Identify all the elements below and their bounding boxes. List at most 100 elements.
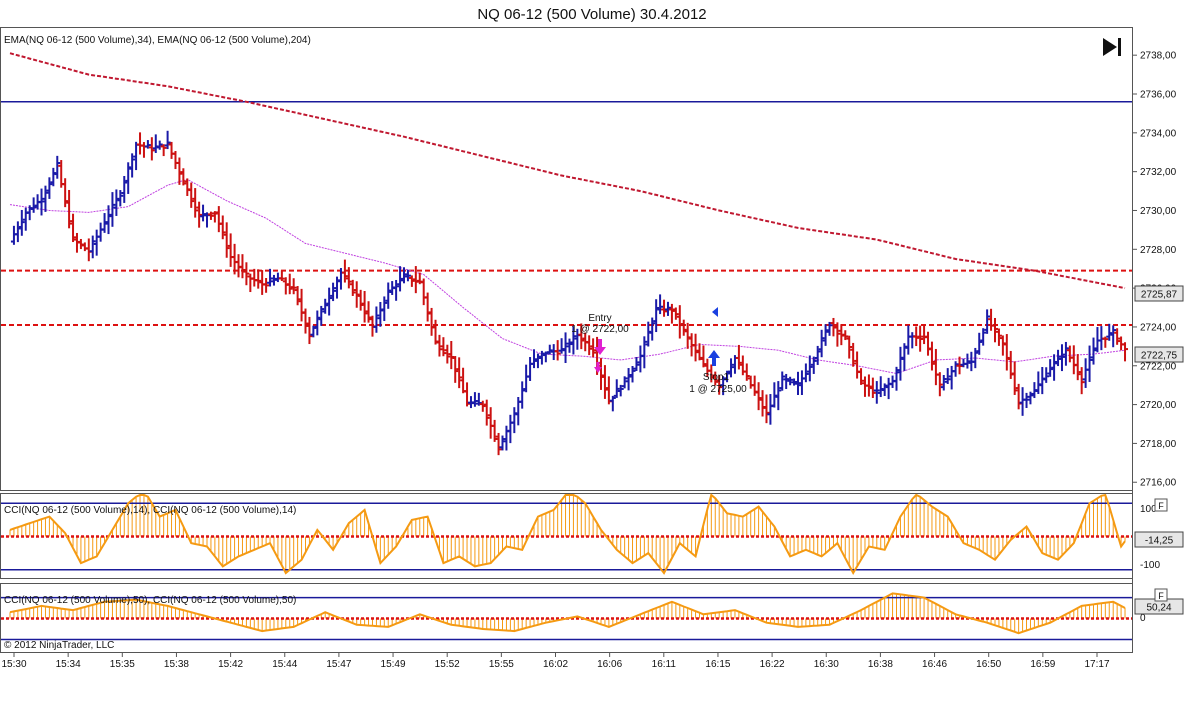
price-indicator-label: EMA(NQ 06-12 (500 Volume),34), EMA(NQ 06… xyxy=(4,35,311,46)
time-tick-label: 16:30 xyxy=(814,659,839,670)
up-bar xyxy=(810,356,817,374)
down-bar xyxy=(188,182,195,208)
down-bar xyxy=(850,342,857,367)
time-tick-label: 16:02 xyxy=(543,659,568,670)
down-bar xyxy=(361,290,368,323)
up-bar xyxy=(200,204,207,222)
cci50-tick-0: 0 xyxy=(1140,613,1146,624)
down-bar xyxy=(672,307,679,320)
time-tick-label: 15:30 xyxy=(1,659,26,670)
up-bar xyxy=(940,375,947,391)
up-bar xyxy=(101,213,108,233)
entry-marker[interactable]: Entry 1 @ 2722,00 xyxy=(571,313,629,373)
down-bar xyxy=(692,333,699,362)
up-bar xyxy=(314,310,321,336)
up-bar xyxy=(471,392,478,407)
up-bar xyxy=(50,167,57,187)
up-bar xyxy=(728,358,735,378)
up-bar xyxy=(952,361,959,377)
down-bar xyxy=(456,357,463,389)
down-bar xyxy=(211,211,218,223)
down-bar xyxy=(306,316,313,345)
down-bar xyxy=(928,341,935,371)
up-bar xyxy=(881,383,888,396)
price-tick-label: 2732,00 xyxy=(1140,167,1177,178)
up-bar xyxy=(795,371,801,396)
up-bar xyxy=(542,351,549,363)
skip-to-end-icon[interactable] xyxy=(1103,38,1121,56)
price-tick-label: 2724,00 xyxy=(1140,322,1177,333)
ema204-value-badge: 2725,87 xyxy=(1134,285,1184,302)
up-bar xyxy=(629,366,636,383)
down-bar xyxy=(444,344,451,364)
up-bar xyxy=(267,268,274,287)
stop-marker[interactable]: Stop1 1 @ 2725,00 xyxy=(689,307,747,395)
time-axis: 15:30 15:34 15:35 15:38 15:42 15:44 15:47 15:49… xyxy=(1,653,1110,670)
up-bar xyxy=(558,338,565,354)
up-bar xyxy=(901,343,908,371)
cci14-tick-100: 100 xyxy=(1140,504,1157,515)
up-bar xyxy=(397,266,404,292)
time-tick-label: 16:06 xyxy=(597,659,622,670)
price-tick-label: 2734,00 xyxy=(1140,128,1177,139)
down-bar xyxy=(676,305,683,339)
up-bar xyxy=(89,235,96,259)
cci50-plot xyxy=(1,592,1132,641)
up-bar xyxy=(653,299,660,333)
up-bar xyxy=(657,294,664,315)
down-bar xyxy=(601,365,608,399)
ema-204-path xyxy=(9,52,1126,290)
up-bar xyxy=(105,205,112,235)
down-bar xyxy=(349,279,356,296)
up-bar xyxy=(1106,323,1113,341)
up-bar xyxy=(1090,337,1097,365)
down-bar xyxy=(712,371,719,386)
time-tick-label: 15:38 xyxy=(164,659,189,670)
down-bar xyxy=(483,399,490,426)
up-bar xyxy=(519,381,526,409)
price-tick-label: 2738,00 xyxy=(1140,51,1177,62)
up-bar xyxy=(144,140,151,149)
down-bar xyxy=(495,432,502,456)
down-bar xyxy=(696,343,703,361)
up-bar xyxy=(117,190,124,207)
up-bar xyxy=(877,376,884,398)
cci50-collapse-button[interactable]: F xyxy=(1154,588,1168,602)
up-bar xyxy=(775,381,782,411)
down-bar xyxy=(408,275,415,287)
time-tick-label: 15:44 xyxy=(272,659,297,670)
time-tick-label: 15:52 xyxy=(435,659,460,670)
up-bar xyxy=(617,384,624,397)
up-bar xyxy=(46,177,53,199)
down-bar xyxy=(341,259,348,283)
down-bar xyxy=(1114,328,1121,345)
down-bar xyxy=(1122,342,1129,362)
ema204-badge-text: 2725,87 xyxy=(1141,290,1178,301)
cci50-collapse-glyph: F xyxy=(1158,591,1164,601)
up-bar xyxy=(42,185,49,212)
up-bar xyxy=(1086,345,1093,382)
up-bar xyxy=(1055,349,1062,367)
price-tick-label: 2728,00 xyxy=(1140,245,1177,256)
up-bar xyxy=(511,407,518,434)
price-tick-label: 2716,00 xyxy=(1140,478,1177,489)
down-bar xyxy=(255,269,262,289)
up-bar xyxy=(633,357,640,371)
down-bar xyxy=(223,222,230,258)
cci14-collapse-button[interactable]: F xyxy=(1154,498,1168,512)
down-bar xyxy=(176,157,183,185)
price-tick-label: 2736,00 xyxy=(1140,90,1177,101)
up-bar xyxy=(1110,325,1117,348)
chart-title: NQ 06-12 (500 Volume) 30.4.2012 xyxy=(477,6,706,23)
down-bar xyxy=(995,328,1002,346)
down-bar xyxy=(491,419,498,442)
down-bar xyxy=(278,270,285,281)
down-bar xyxy=(858,368,865,385)
down-bar xyxy=(834,322,841,347)
up-bar xyxy=(330,282,337,302)
down-bar xyxy=(440,337,447,357)
up-bar xyxy=(14,221,21,243)
down-bar xyxy=(755,382,762,411)
copyright-notice: © 2012 NinjaTrader, LLC xyxy=(4,640,114,651)
